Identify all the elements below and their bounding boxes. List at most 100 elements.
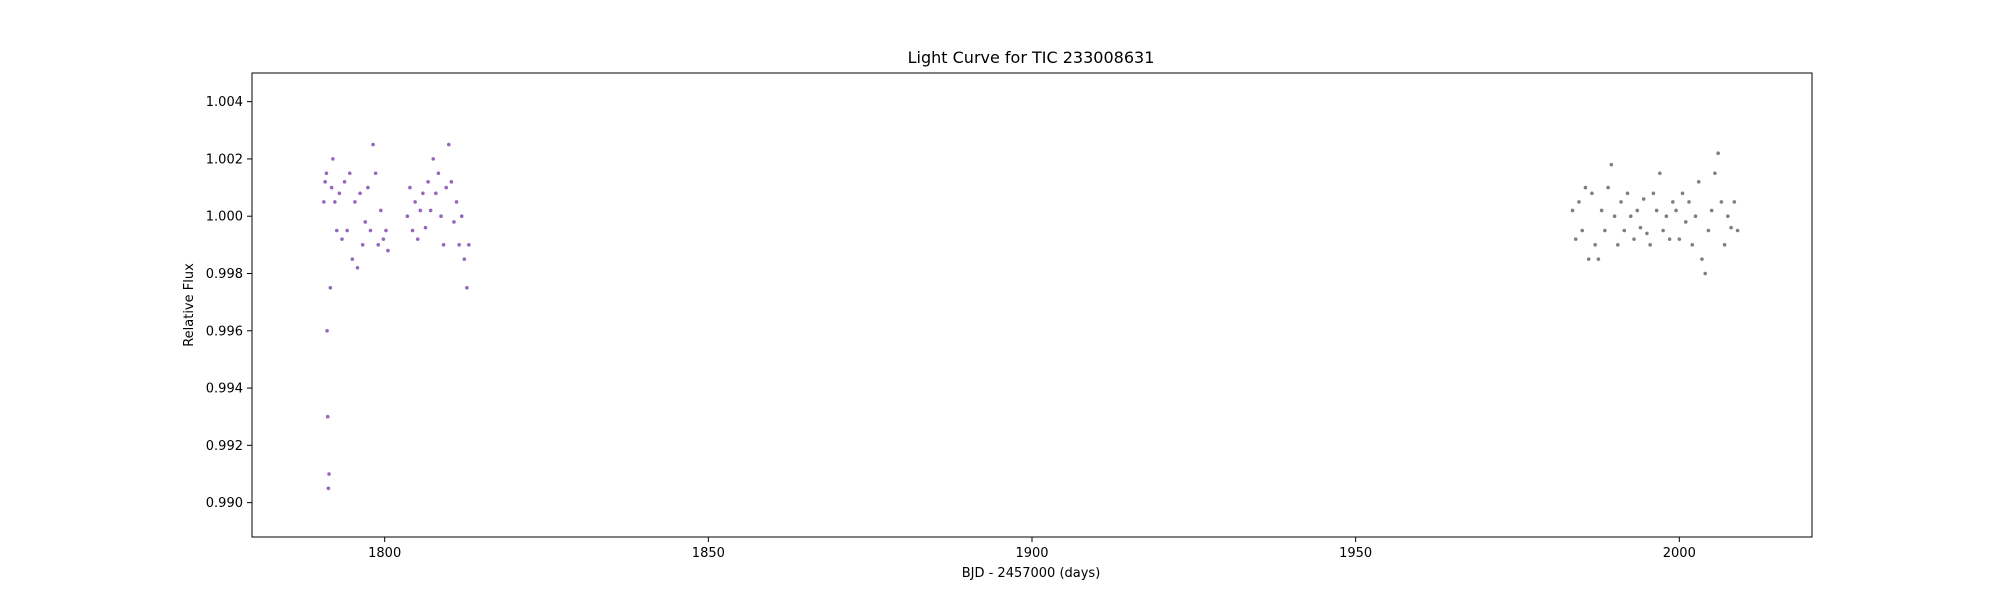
data-point [1583, 185, 1588, 190]
data-point [434, 191, 438, 196]
data-point [381, 237, 386, 241]
data-point [1573, 237, 1578, 241]
data-point [328, 286, 333, 290]
data-point [454, 200, 459, 204]
data-point [1661, 228, 1665, 233]
data-point [1713, 171, 1717, 176]
data-point [1606, 185, 1610, 190]
data-point [366, 185, 370, 190]
data-point [1603, 228, 1607, 233]
data-point [347, 171, 352, 176]
data-point [1635, 208, 1640, 213]
data-point [1612, 214, 1617, 219]
data-point [1580, 228, 1585, 233]
y-tick-label: 0.992 [206, 439, 243, 454]
data-point [1616, 243, 1620, 247]
series-1-points [1570, 151, 1740, 276]
data-point [415, 237, 420, 241]
plot-frame [251, 72, 1813, 538]
data-point [329, 185, 334, 190]
data-point [1651, 191, 1656, 196]
data-point [457, 243, 461, 247]
y-tick-label: 1.002 [206, 152, 243, 167]
data-point [1593, 243, 1597, 247]
data-point [1632, 237, 1636, 241]
data-point [379, 208, 383, 213]
y-axis-label: Relative Flux [182, 263, 197, 347]
data-point [1586, 257, 1591, 261]
data-point [1719, 200, 1724, 204]
data-point [449, 180, 454, 184]
data-point [1664, 214, 1669, 219]
data-point [1674, 208, 1678, 213]
y-tick-label: 1.000 [206, 210, 243, 225]
y-tick-label: 1.004 [206, 95, 243, 110]
data-point [444, 185, 448, 190]
data-point [467, 243, 471, 247]
data-point [1648, 243, 1652, 247]
data-point [340, 237, 344, 241]
data-point [353, 200, 357, 204]
data-point [358, 191, 362, 196]
data-point [324, 171, 329, 176]
data-point [418, 208, 423, 213]
data-point [1696, 180, 1701, 184]
axis-ticks: 1800 1850 1900 1950 2000 0.990 0.992 0.994 0.996… [206, 95, 1696, 561]
data-point [371, 142, 375, 147]
data-point [1706, 228, 1711, 233]
data-point [1654, 208, 1659, 213]
x-axis-label: BJD - 2457000 (days) [962, 566, 1101, 581]
data-point [1716, 151, 1720, 155]
data-point [331, 157, 335, 161]
data-point [1700, 257, 1704, 261]
data-point [1638, 225, 1643, 230]
data-point [428, 208, 433, 213]
y-tick-label: 0.994 [206, 382, 243, 397]
data-point [423, 225, 428, 230]
data-point [1671, 200, 1675, 204]
data-point [1726, 214, 1730, 219]
data-point [342, 180, 347, 184]
data-points [322, 142, 1740, 491]
data-point [465, 286, 469, 290]
data-point [405, 214, 410, 219]
y-tick-label: 0.996 [206, 324, 243, 339]
data-point [459, 214, 464, 219]
y-tick-label: 0.998 [206, 267, 243, 282]
data-point [1609, 162, 1614, 167]
data-point [410, 228, 415, 233]
data-point [355, 265, 360, 270]
data-point [1577, 200, 1581, 204]
data-point [1570, 208, 1575, 213]
x-tick-label: 2000 [1663, 546, 1696, 561]
data-point [326, 486, 331, 491]
data-point [1628, 214, 1633, 219]
data-point [322, 200, 326, 204]
data-point [333, 200, 337, 204]
data-point [363, 220, 368, 224]
data-point [1641, 197, 1646, 201]
data-point [325, 414, 330, 419]
data-point [376, 243, 381, 247]
data-point [1690, 243, 1695, 247]
data-point [1625, 191, 1630, 196]
series-0-points [322, 142, 471, 491]
data-point [345, 228, 349, 233]
data-point [1683, 220, 1688, 224]
data-point [1658, 171, 1662, 176]
data-point [1722, 243, 1727, 247]
data-point [335, 228, 339, 233]
data-point [408, 185, 412, 190]
data-point [1596, 257, 1601, 261]
data-point [360, 243, 365, 247]
data-point [1732, 200, 1737, 204]
x-tick-label: 1800 [368, 546, 401, 561]
data-point [350, 257, 355, 261]
data-point [1693, 214, 1698, 219]
data-point [325, 328, 329, 333]
data-point [1735, 228, 1740, 233]
data-point [431, 157, 436, 161]
data-point [386, 248, 390, 253]
data-point [413, 200, 417, 204]
x-tick-label: 1950 [1339, 546, 1372, 561]
